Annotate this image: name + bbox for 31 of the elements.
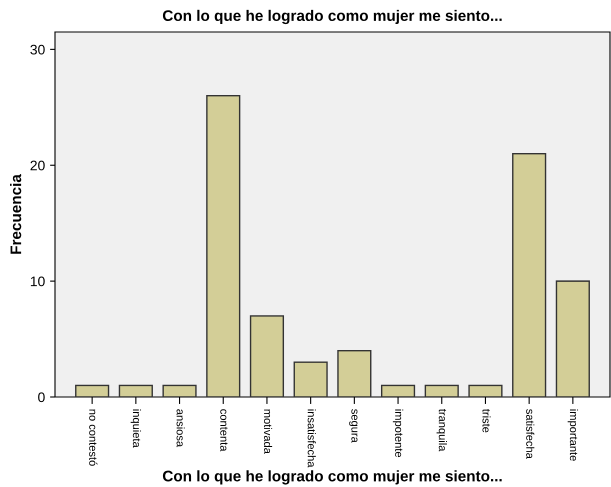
bar — [380, 384, 416, 397]
bar — [118, 384, 153, 397]
y-axis-title: Frecuencia — [10, 174, 22, 254]
y-tick-label: 0 — [38, 392, 45, 402]
bar — [162, 384, 197, 397]
bar — [556, 280, 590, 397]
x-tick-label: contenta — [220, 409, 228, 452]
bar — [250, 315, 284, 397]
x-axis-title: Con lo que he logrado como mujer me siento... — [162, 470, 502, 485]
bar — [337, 350, 372, 397]
x-tick-label: ansiosa — [176, 409, 185, 448]
x-tick-label: tranquila — [436, 408, 447, 452]
bar — [468, 384, 503, 397]
bar — [294, 362, 328, 397]
y-tick-label: 10 — [30, 276, 45, 286]
bar — [206, 95, 240, 397]
x-tick-label: triste — [482, 408, 491, 432]
x-tick-label: impotente — [392, 410, 404, 458]
bar — [75, 384, 110, 397]
x-tick-label: insatisfecha — [308, 410, 316, 468]
y-tick-label: 20 — [30, 160, 45, 170]
bar — [512, 152, 546, 397]
y-tick-label: 30 — [30, 44, 45, 55]
x-tick-label: inquieta — [130, 410, 142, 448]
x-tick-label: satisfecha — [526, 409, 534, 459]
x-tick-label: importante — [568, 410, 578, 461]
x-tick-label: motivada — [264, 410, 272, 454]
bar — [424, 384, 459, 397]
x-tick-label: no contestó — [89, 410, 98, 466]
chart-title: Con lo que he logrado como mujer me siento... — [162, 10, 502, 24]
x-tick-label: segura — [349, 409, 358, 443]
